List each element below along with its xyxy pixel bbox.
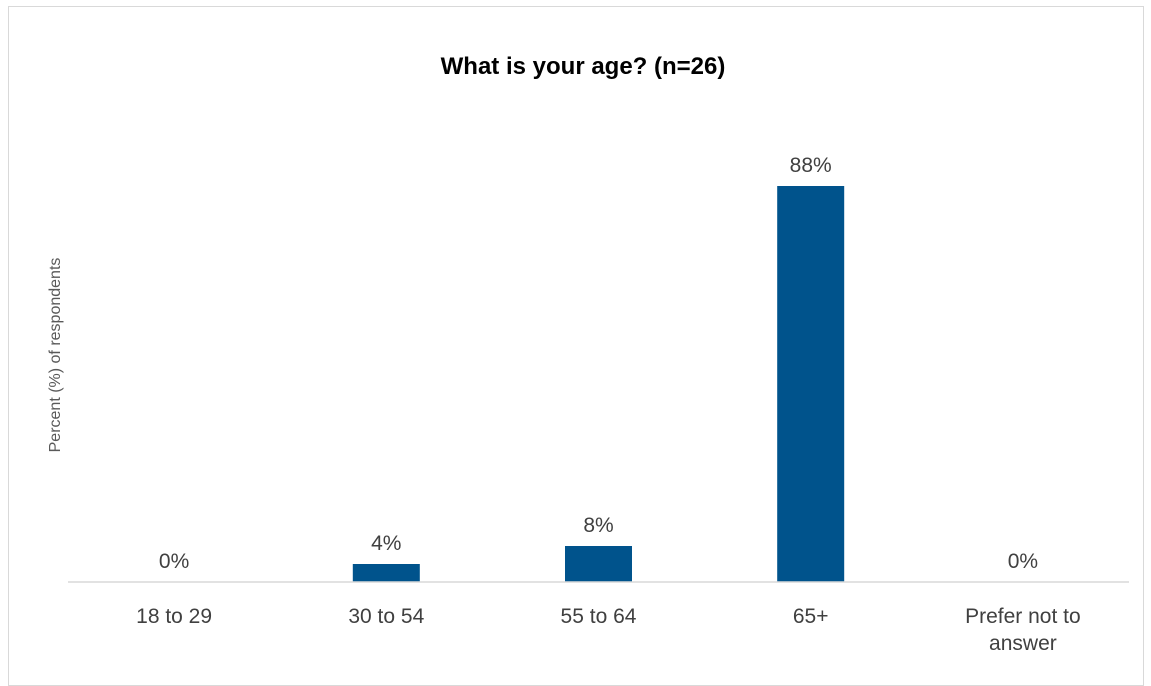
category-label-line: 30 to 54 — [348, 605, 424, 628]
data-label-3: 88% — [790, 154, 832, 177]
category-label-line: 18 to 29 — [136, 605, 212, 628]
data-label-4: 0% — [1008, 550, 1038, 573]
data-labels-group: 0% 4% 8% 88% 0% — [159, 154, 1038, 573]
category-label-line: 65+ — [793, 605, 829, 628]
category-label-line: 55 to 64 — [561, 605, 637, 628]
category-label-3: 65+ — [793, 605, 829, 628]
chart-title: What is your age? (n=26) — [441, 53, 726, 80]
bar-1 — [352, 564, 420, 582]
category-labels-group: 18 to 29 30 to 54 55 to 64 65+ Prefer not to… — [136, 605, 1081, 655]
bar-3 — [777, 186, 845, 582]
category-label-line: answer — [989, 632, 1057, 655]
category-label-1: 30 to 54 — [348, 605, 424, 628]
category-label-0: 18 to 29 — [136, 605, 212, 628]
category-label-2: 55 to 64 — [561, 605, 637, 628]
y-axis-label: Percent (%) of respondents — [47, 258, 64, 453]
data-label-0: 0% — [159, 550, 189, 573]
category-label-line: Prefer not to — [965, 605, 1081, 628]
bar-2 — [565, 546, 632, 582]
data-label-2: 8% — [583, 514, 613, 537]
bars-group — [352, 186, 845, 582]
data-label-1: 4% — [371, 532, 401, 555]
category-label-4: Prefer not to answer — [965, 605, 1081, 655]
